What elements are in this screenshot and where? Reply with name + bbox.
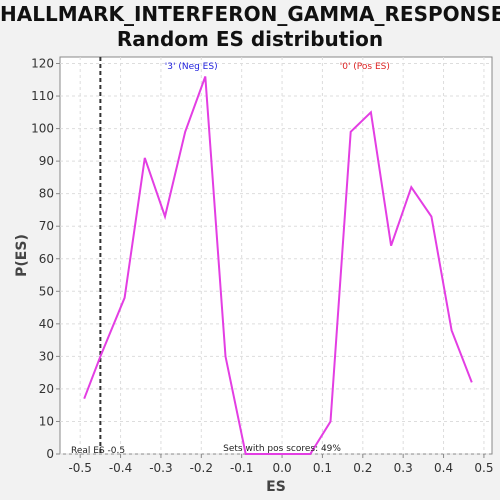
- y-tick-label: 40: [39, 317, 54, 331]
- y-tick-label: 30: [39, 349, 54, 363]
- sets-pos-scores-annotation: Sets with pos scores: 49%: [223, 444, 341, 454]
- y-tick-label: 110: [31, 89, 54, 103]
- x-axis-label: ES: [266, 479, 286, 495]
- y-tick-label: 80: [39, 187, 54, 201]
- x-tick-label: -0.3: [149, 461, 172, 475]
- series-line: [83, 76, 473, 455]
- pos-es-annotation: '0' (Pos ES): [340, 62, 390, 72]
- y-tick-label: 90: [39, 154, 54, 168]
- x-tick-label: 0.0: [273, 461, 292, 475]
- axis-ticks: 0 10 20 30 40 50 60 70 80 90 100 110 120 -0.5 -0.4 -0.3…: [31, 57, 493, 475]
- x-tick-label: 0.5: [474, 461, 493, 475]
- real-es-annotation: Real ES -0.5: [71, 446, 125, 456]
- y-tick-label: 0: [46, 447, 54, 461]
- y-tick-label: 120: [31, 57, 54, 71]
- y-tick-label: 10: [39, 414, 54, 428]
- y-tick-label: 70: [39, 219, 54, 233]
- y-axis-label: P(ES): [14, 234, 30, 277]
- chart-title-line-2: Random ES distribution: [116, 27, 384, 51]
- x-tick-label: 0.4: [434, 461, 453, 475]
- plot-area: [59, 56, 493, 455]
- y-tick-label: 50: [39, 284, 54, 298]
- x-tick-label: -0.2: [190, 461, 213, 475]
- chart-title-line-1: HALLMARK_INTERFERON_GAMMA_RESPONSE:: [0, 2, 500, 26]
- x-tick-label: -0.4: [109, 461, 132, 475]
- x-tick-label: -0.5: [68, 461, 91, 475]
- x-tick-label: 0.2: [353, 461, 372, 475]
- x-tick-label: 0.1: [313, 461, 332, 475]
- y-tick-label: 20: [39, 382, 54, 396]
- x-tick-label: 0.3: [394, 461, 413, 475]
- x-tick-label: -0.1: [230, 461, 253, 475]
- grid: [60, 57, 492, 455]
- y-tick-label: 100: [31, 122, 54, 136]
- y-tick-label: 60: [39, 252, 54, 266]
- neg-es-annotation: '3' (Neg ES): [165, 62, 218, 72]
